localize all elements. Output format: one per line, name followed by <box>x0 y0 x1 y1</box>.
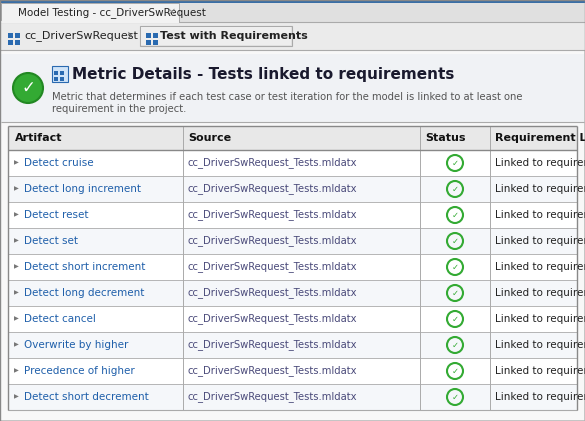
Bar <box>60 71 64 75</box>
Bar <box>0 0 585 22</box>
Bar <box>153 40 157 45</box>
Bar <box>146 33 151 38</box>
Text: ✓: ✓ <box>452 341 459 349</box>
Text: Linked to requirements: Linked to requirements <box>495 288 585 298</box>
Text: cc_DriverSwRequest_Tests.mldatx: cc_DriverSwRequest_Tests.mldatx <box>188 261 357 272</box>
Text: ▶: ▶ <box>14 290 19 296</box>
Text: ▶: ▶ <box>14 213 19 218</box>
Bar <box>1 50 584 420</box>
Text: ✓: ✓ <box>21 79 35 97</box>
Text: ✓: ✓ <box>452 237 459 245</box>
Bar <box>8 332 577 358</box>
Bar <box>52 66 68 82</box>
Text: ▶: ▶ <box>14 187 19 192</box>
Bar <box>141 27 291 45</box>
Bar <box>8 228 577 254</box>
Text: Detect set: Detect set <box>24 236 78 246</box>
Bar <box>1 3 179 22</box>
Text: Linked to requirements: Linked to requirements <box>495 340 585 350</box>
Bar <box>54 71 58 75</box>
Bar <box>0 22 585 50</box>
Bar <box>8 150 577 176</box>
Text: Detect short decrement: Detect short decrement <box>24 392 149 402</box>
Text: Linked to requirements: Linked to requirements <box>495 236 585 246</box>
Bar <box>8 40 13 45</box>
Text: ✓: ✓ <box>452 210 459 219</box>
Text: cc_DriverSwRequest_Tests.mldatx: cc_DriverSwRequest_Tests.mldatx <box>188 314 357 325</box>
Text: cc_DriverSwRequest: cc_DriverSwRequest <box>24 31 138 41</box>
Text: cc_DriverSwRequest_Tests.mldatx: cc_DriverSwRequest_Tests.mldatx <box>188 340 357 350</box>
Text: Metric Details - Tests linked to requirements: Metric Details - Tests linked to require… <box>72 67 455 82</box>
Bar <box>8 33 13 38</box>
Text: ✓: ✓ <box>452 367 459 376</box>
Text: Detect reset: Detect reset <box>24 210 88 220</box>
Text: ✓: ✓ <box>452 392 459 402</box>
Text: Metric that determines if each test case or test iteration for the model is link: Metric that determines if each test case… <box>52 92 522 114</box>
Bar <box>8 306 577 332</box>
Text: Requirement Link Status: Requirement Link Status <box>495 133 585 143</box>
Text: Detect cruise: Detect cruise <box>24 158 94 168</box>
Text: ▶: ▶ <box>14 368 19 373</box>
Text: Linked to requirements: Linked to requirements <box>495 210 585 220</box>
Text: Model Testing - cc_DriverSwRequest: Model Testing - cc_DriverSwRequest <box>18 7 206 18</box>
Text: ✓: ✓ <box>452 263 459 272</box>
Text: Precedence of higher: Precedence of higher <box>24 366 135 376</box>
Text: cc_DriverSwRequest_Tests.mldatx: cc_DriverSwRequest_Tests.mldatx <box>188 184 357 195</box>
Text: Test with Requirements: Test with Requirements <box>160 31 308 41</box>
Bar <box>0 0 585 3</box>
Bar <box>140 26 292 46</box>
Text: Linked to requirements: Linked to requirements <box>495 184 585 194</box>
Text: ✓: ✓ <box>452 288 459 298</box>
Bar <box>146 40 151 45</box>
Text: Status: Status <box>425 133 466 143</box>
Bar <box>8 176 577 202</box>
Bar <box>1 54 584 122</box>
Text: ▶: ▶ <box>14 394 19 400</box>
Bar <box>8 280 577 306</box>
Text: cc_DriverSwRequest_Tests.mldatx: cc_DriverSwRequest_Tests.mldatx <box>188 157 357 168</box>
Bar <box>8 384 577 410</box>
Text: Linked to requirements: Linked to requirements <box>495 366 585 376</box>
Text: ▶: ▶ <box>14 239 19 243</box>
Bar <box>8 254 577 280</box>
Text: Overwrite by higher: Overwrite by higher <box>24 340 128 350</box>
Text: Linked to requirements: Linked to requirements <box>495 314 585 324</box>
Text: Linked to requirements: Linked to requirements <box>495 158 585 168</box>
Text: cc_DriverSwRequest_Tests.mldatx: cc_DriverSwRequest_Tests.mldatx <box>188 392 357 402</box>
Text: Source: Source <box>188 133 231 143</box>
Bar <box>15 40 19 45</box>
Bar <box>60 77 64 81</box>
Circle shape <box>13 73 43 103</box>
Text: cc_DriverSwRequest_Tests.mldatx: cc_DriverSwRequest_Tests.mldatx <box>188 210 357 221</box>
Text: Linked to requirements: Linked to requirements <box>495 262 585 272</box>
Bar <box>15 33 19 38</box>
Text: ×: × <box>166 8 176 18</box>
Bar <box>8 202 577 228</box>
Text: Detect long decrement: Detect long decrement <box>24 288 144 298</box>
Text: ▶: ▶ <box>14 343 19 347</box>
Text: Detect long increment: Detect long increment <box>24 184 141 194</box>
Text: cc_DriverSwRequest_Tests.mldatx: cc_DriverSwRequest_Tests.mldatx <box>188 288 357 298</box>
Text: Artifact: Artifact <box>15 133 63 143</box>
Text: ✓: ✓ <box>452 314 459 323</box>
Text: ▶: ▶ <box>14 317 19 322</box>
Text: cc_DriverSwRequest_Tests.mldatx: cc_DriverSwRequest_Tests.mldatx <box>188 365 357 376</box>
Text: ✓: ✓ <box>452 158 459 168</box>
Bar <box>8 126 577 150</box>
Text: cc_DriverSwRequest_Tests.mldatx: cc_DriverSwRequest_Tests.mldatx <box>188 235 357 246</box>
Text: Detect cancel: Detect cancel <box>24 314 96 324</box>
Text: ▶: ▶ <box>14 160 19 165</box>
Text: ✓: ✓ <box>452 184 459 194</box>
Text: Linked to requirements: Linked to requirements <box>495 392 585 402</box>
Bar <box>54 77 58 81</box>
Text: ▶: ▶ <box>14 264 19 269</box>
Text: ›: › <box>127 29 133 43</box>
Bar <box>8 358 577 384</box>
Text: Detect short increment: Detect short increment <box>24 262 146 272</box>
Bar <box>153 33 157 38</box>
